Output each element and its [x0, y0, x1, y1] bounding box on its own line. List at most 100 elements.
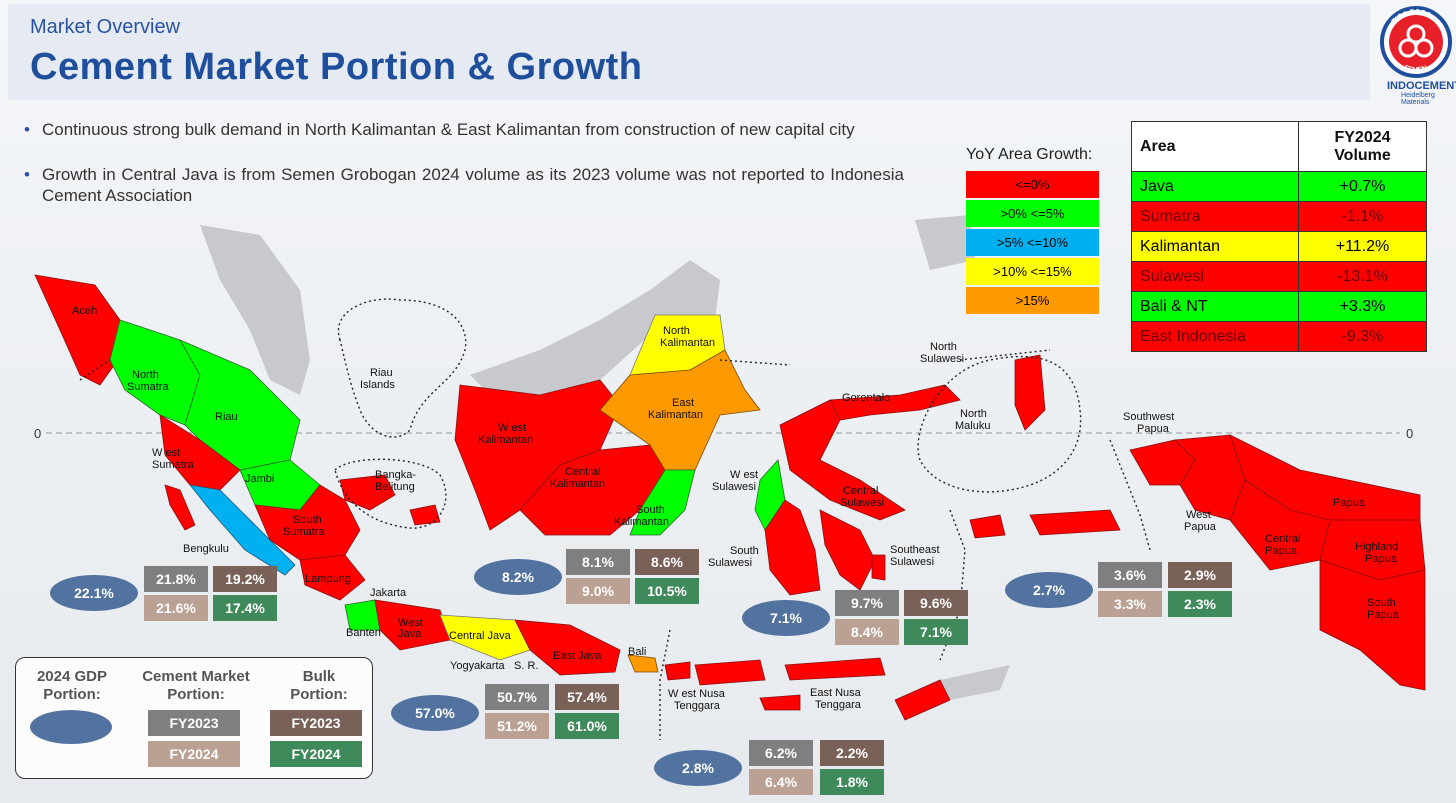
logo-name: INDOCEMENT — [1387, 80, 1456, 92]
label-aceh: Aceh — [72, 305, 97, 317]
label-south-kalimantan-1: South — [636, 504, 665, 516]
label-bangka-2: Belitung — [375, 481, 415, 493]
header-line-1: FY2024 — [1334, 128, 1391, 146]
label-jambi: Jambi — [245, 473, 274, 485]
key-bulk-fy2023: FY2023 — [270, 710, 362, 736]
cement-2023-kalimantan: 8.1% — [566, 549, 630, 575]
label-central-kalimantan-1: Central — [565, 466, 600, 478]
growth-legend-item: >15% — [966, 287, 1099, 314]
cement-2023-sulawesi: 9.7% — [835, 590, 899, 616]
table-cell-area: Bali & NT — [1131, 291, 1299, 322]
key-cement-fy2024: FY2024 — [148, 741, 240, 767]
label-east-kalimantan-2: Kalimantan — [648, 409, 703, 421]
sulawesi-dotted-divider — [959, 349, 1051, 361]
bali-region — [627, 654, 659, 673]
table-row: East Indonesia -9.3% — [1131, 321, 1427, 352]
label-yogyakarta: Yogyakarta — [450, 660, 506, 672]
section-subtitle: Market Overview — [30, 16, 181, 38]
table-cell-area: Sulawesi — [1131, 261, 1299, 292]
sumbawa-region — [694, 659, 766, 686]
bulk-2023-kalimantan: 8.6% — [635, 549, 699, 575]
table-header-area: Area — [1131, 121, 1299, 172]
key-legend: 2024 GDP Portion: Cement Market Portion:… — [15, 657, 373, 779]
label-west-kalimantan-2: Kalimantan — [478, 434, 533, 446]
java-dotted-divider — [659, 629, 671, 740]
banten-region — [344, 599, 381, 631]
bulk-2024-east-indonesia: 2.3% — [1168, 591, 1232, 617]
nias-region — [164, 484, 196, 531]
south-kalimantan-region — [629, 469, 696, 536]
bulk-2024-kalimantan: 10.5% — [635, 578, 699, 604]
key-gdp-line1: 2024 GDP — [36, 668, 108, 685]
label-riau-islands-1: Riau — [370, 367, 393, 379]
key-cement-fy2023: FY2023 — [148, 710, 240, 736]
riau-islands-dotted-outline — [337, 298, 467, 438]
table-header-volume: FY2024 Volume — [1298, 121, 1427, 172]
bangka-region — [339, 474, 396, 511]
svg-text:SEMEN: SEMEN — [1403, 64, 1429, 74]
table-header-row: Area FY2024 Volume — [1131, 121, 1427, 172]
table-cell-value: -1.1% — [1298, 201, 1427, 232]
label-sr: S. R. — [514, 660, 538, 672]
east-kalimantan-region — [599, 349, 761, 471]
cement-2024-east-indonesia: 3.3% — [1098, 591, 1162, 617]
table-cell-value: +11.2% — [1298, 231, 1427, 262]
label-north-sumatra-2: Sumatra — [127, 381, 169, 393]
label-west-papua-1: West — [1186, 509, 1211, 521]
equator-label-left: 0 — [34, 426, 41, 441]
cement-2024-java: 51.2% — [485, 713, 549, 739]
key-gdp-heading: 2024 GDP Portion: — [26, 668, 118, 704]
label-central-java: Central Java — [449, 630, 512, 642]
label-north-sulawesi-1: North — [930, 341, 957, 353]
north-maluku-region — [1014, 354, 1046, 431]
gdp-portion-sumatra: 22.1% — [50, 575, 138, 611]
philippines-mindanao — [915, 215, 975, 270]
growth-legend-item: >5% <=10% — [966, 229, 1099, 256]
key-cement-line2: Portion: — [167, 686, 225, 703]
region-labels: Aceh North Sumatra Riau Riau Islands W e… — [72, 305, 1400, 712]
label-southwest-papua-2: Papua — [1137, 423, 1170, 435]
cement-2024-sulawesi: 8.4% — [835, 619, 899, 645]
gdp-portion-java: 57.0% — [391, 695, 479, 731]
cement-2023-east-indonesia: 3.6% — [1098, 562, 1162, 588]
label-papua: Papua — [1333, 497, 1366, 509]
table-cell-value: +3.3% — [1298, 291, 1427, 322]
label-riau: Riau — [215, 411, 238, 423]
label-south-sumatra-2: Sumatra — [283, 526, 325, 538]
timor-leste — [940, 665, 1010, 700]
bullet-1: • Continuous strong bulk demand in North… — [24, 119, 904, 140]
label-central-papua-1: Central — [1265, 533, 1300, 545]
page-title: Cement Market Portion & Growth — [30, 46, 643, 88]
volume-growth-table: Area FY2024 Volume Java +0.7% Sumatra -1.1… — [1131, 121, 1427, 352]
bulk-2024-bali-nt: 1.8% — [820, 769, 884, 795]
label-banten: Banten — [346, 627, 381, 639]
logo-tagline: Heidelberg Materials — [1401, 92, 1435, 106]
key-bulk-fy2024: FY2024 — [270, 741, 362, 767]
table-row: Kalimantan +11.2% — [1131, 231, 1427, 262]
label-north-kalimantan-2: Kalimantan — [660, 337, 715, 349]
label-west-kalimantan-1: W est — [498, 422, 526, 434]
east-java-region — [514, 619, 621, 676]
label-central-papua-2: Papua — [1265, 545, 1298, 557]
label-lampung: Lampung — [305, 573, 351, 585]
label-south-papua-1: South — [1367, 597, 1396, 609]
label-west-sumatra-2: Sumatra — [152, 459, 194, 471]
nt-dotted-divider — [939, 509, 966, 661]
cement-2024-kalimantan: 9.0% — [566, 578, 630, 604]
label-west-java-2: Java — [398, 628, 422, 640]
label-wnt-2: Tenggara — [674, 700, 721, 712]
central-sulawesi-region — [779, 399, 906, 521]
bulk-2023-sumatra: 19.2% — [213, 566, 277, 592]
bulk-2023-east-indonesia: 2.9% — [1168, 562, 1232, 588]
bulk-2023-java: 57.4% — [555, 684, 619, 710]
bullet-text: Growth in Central Java is from Semen Gro… — [42, 165, 904, 205]
bullet-text: Continuous strong bulk demand in North K… — [42, 120, 855, 139]
label-southeast-sulawesi-1: Southeast — [890, 544, 940, 556]
label-central-sulawesi-2: Sulawesi — [840, 497, 884, 509]
malaysia-peninsula — [200, 225, 310, 395]
west-java-region — [374, 599, 451, 651]
label-jakarta: Jakarta — [370, 587, 407, 599]
label-highland-papua-2: Papua — [1365, 553, 1398, 565]
table-cell-area: Sumatra — [1131, 201, 1299, 232]
label-west-sulawesi-1: W est — [730, 469, 758, 481]
